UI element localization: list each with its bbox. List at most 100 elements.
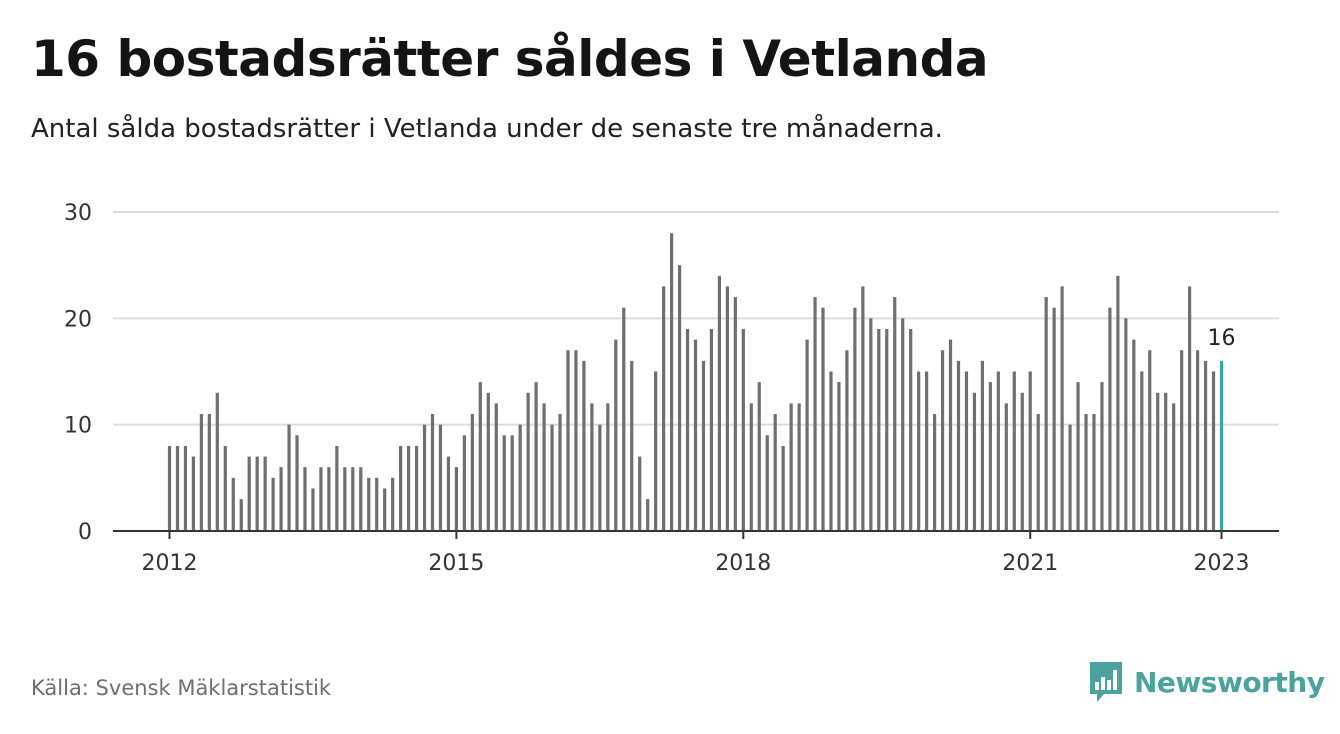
bar xyxy=(988,382,992,531)
bar xyxy=(1211,371,1216,531)
bar xyxy=(901,318,905,531)
bar xyxy=(805,339,809,531)
bar xyxy=(446,456,451,531)
bar xyxy=(638,456,642,531)
bar xyxy=(909,328,913,531)
bar xyxy=(996,371,1000,531)
bar xyxy=(550,424,554,531)
bar xyxy=(303,467,307,531)
bar xyxy=(717,275,722,531)
x-tick-label: 2015 xyxy=(428,551,484,576)
bar xyxy=(327,467,331,531)
bar xyxy=(430,414,435,531)
bar xyxy=(486,392,490,531)
bar xyxy=(319,467,323,531)
bar xyxy=(662,286,666,531)
bar xyxy=(191,456,196,531)
bar xyxy=(1108,307,1112,531)
bar xyxy=(845,350,849,531)
bar xyxy=(526,392,530,531)
bar xyxy=(964,371,969,531)
bar xyxy=(279,467,283,531)
bar xyxy=(877,328,881,531)
bar xyxy=(1084,414,1088,531)
bar xyxy=(215,392,219,531)
bar xyxy=(853,307,857,531)
bar-chart: 0 10 20 30 2012 2015 2018 2021 2023 16 xyxy=(64,201,1279,576)
bar xyxy=(1116,275,1120,531)
bar xyxy=(685,328,690,531)
bar xyxy=(470,414,474,531)
bar xyxy=(534,382,538,531)
bar xyxy=(622,307,626,531)
bar xyxy=(1148,350,1152,531)
bar xyxy=(175,445,180,531)
bar xyxy=(677,265,682,531)
y-axis-ticks: 0 10 20 30 xyxy=(64,201,92,545)
bar xyxy=(1203,360,1208,531)
bar xyxy=(829,371,833,531)
last-value-label: 16 xyxy=(1208,326,1236,351)
bar xyxy=(1124,318,1128,531)
bar xyxy=(693,339,698,531)
bar xyxy=(940,350,945,531)
bar xyxy=(1060,286,1064,531)
x-tick-label: 2021 xyxy=(1002,551,1058,576)
bar xyxy=(1132,339,1136,531)
y-tick-label: 10 xyxy=(64,414,92,439)
bars xyxy=(167,233,1224,531)
bar xyxy=(749,403,753,531)
bar xyxy=(646,499,650,531)
bar xyxy=(821,307,825,531)
bar xyxy=(948,339,953,531)
bar xyxy=(391,477,395,531)
bar xyxy=(295,435,299,531)
x-tick-label: 2012 xyxy=(142,551,198,576)
source-note: Källa: Svensk Mäklarstatistik xyxy=(31,676,332,700)
bar xyxy=(956,360,961,531)
bar xyxy=(725,286,729,531)
bar xyxy=(972,392,977,531)
bar xyxy=(654,371,658,531)
bar xyxy=(494,403,498,531)
bar xyxy=(199,414,203,531)
bar xyxy=(1140,371,1144,531)
bar xyxy=(566,350,570,531)
bar xyxy=(1092,414,1096,531)
bar xyxy=(1004,403,1008,531)
bar xyxy=(582,360,586,531)
bar xyxy=(773,414,777,531)
bar xyxy=(478,382,482,531)
bar xyxy=(614,339,618,531)
bar xyxy=(1156,392,1160,531)
bar xyxy=(917,371,921,531)
bar xyxy=(335,445,339,531)
bar xyxy=(558,414,562,531)
bar xyxy=(510,435,514,531)
bar xyxy=(438,424,443,531)
bar xyxy=(932,414,937,531)
bar xyxy=(1028,371,1032,531)
bar xyxy=(454,467,459,531)
bar xyxy=(765,435,769,531)
bar xyxy=(885,328,889,531)
bar xyxy=(1044,297,1048,531)
bar xyxy=(797,403,801,531)
bar xyxy=(502,435,506,531)
bar xyxy=(271,477,275,531)
bar xyxy=(462,435,466,531)
bar xyxy=(1052,307,1056,531)
bar xyxy=(414,445,419,531)
bar xyxy=(757,382,761,531)
chart-title: 16 bostadsrätter såldes i Vetlanda xyxy=(31,30,989,88)
bar xyxy=(255,456,259,531)
bar xyxy=(813,297,817,531)
bar xyxy=(343,467,347,531)
y-tick-label: 20 xyxy=(64,307,92,332)
x-tick-label: 2018 xyxy=(715,551,771,576)
bar xyxy=(837,382,841,531)
bar xyxy=(1100,382,1104,531)
bar xyxy=(1164,392,1168,531)
bar xyxy=(1195,350,1200,531)
bar xyxy=(367,477,371,531)
